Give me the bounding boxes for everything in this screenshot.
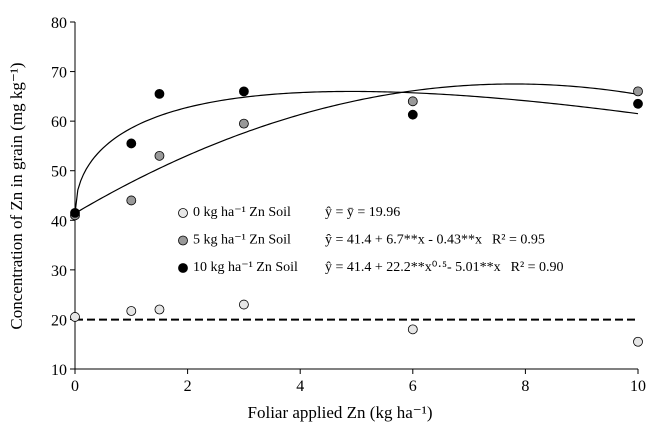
data-point xyxy=(407,109,418,120)
data-point xyxy=(126,138,137,149)
data-point xyxy=(633,86,643,97)
data-point xyxy=(633,98,643,109)
data-point xyxy=(154,150,165,161)
x-tick-label: 2 xyxy=(184,378,192,395)
y-tick-label: 20 xyxy=(51,312,67,329)
y-tick-label: 60 xyxy=(51,114,67,131)
legend-marker xyxy=(178,235,188,246)
data-point xyxy=(407,96,418,107)
data-point xyxy=(70,312,80,322)
data-point xyxy=(238,86,249,97)
x-tick-label: 4 xyxy=(296,378,304,395)
data-point xyxy=(238,118,249,129)
legend-equation: ŷ = 41.4 + 22.2**x⁰·⁵- 5.01**x xyxy=(325,260,501,275)
x-tick-label: 8 xyxy=(521,378,529,395)
data-point xyxy=(126,195,137,206)
y-tick-label: 40 xyxy=(51,213,67,230)
data-point xyxy=(238,299,249,310)
x-tick-label: 10 xyxy=(630,378,646,395)
legend-r2: R² = 0.95 xyxy=(492,233,545,248)
y-tick-label: 10 xyxy=(51,362,67,379)
y-tick-label: 50 xyxy=(51,164,67,181)
legend-label: 10 kg ha⁻¹ Zn Soil xyxy=(193,260,298,275)
legend-marker xyxy=(178,208,188,218)
data-point xyxy=(633,336,643,347)
legend-marker xyxy=(178,263,188,273)
data-point xyxy=(154,304,165,315)
y-axis-label: Concentration of Zn in grain (mg kg⁻¹) xyxy=(7,62,26,329)
data-point xyxy=(70,207,80,218)
data-point xyxy=(407,324,418,335)
y-tick-label: 70 xyxy=(51,65,67,82)
y-tick-label: 80 xyxy=(51,15,67,32)
x-tick-label: 6 xyxy=(409,378,417,395)
legend-label: 5 kg ha⁻¹ Zn Soil xyxy=(193,233,291,248)
x-axis-label: Foliar applied Zn (kg ha⁻¹) xyxy=(248,403,433,422)
y-tick-label: 30 xyxy=(51,263,67,280)
data-point xyxy=(126,306,137,316)
fit-curve xyxy=(74,83,639,214)
legend-r2: R² = 0.90 xyxy=(511,260,564,275)
x-tick-label: 0 xyxy=(71,378,79,395)
legend-equation: ŷ = ȳ = 19.96 xyxy=(325,205,400,220)
legend-equation: ŷ = 41.4 + 6.7**x - 0.43**x xyxy=(325,233,482,248)
fit-curve xyxy=(74,90,639,214)
data-point xyxy=(154,88,165,99)
legend-label: 0 kg ha⁻¹ Zn Soil xyxy=(193,205,291,220)
